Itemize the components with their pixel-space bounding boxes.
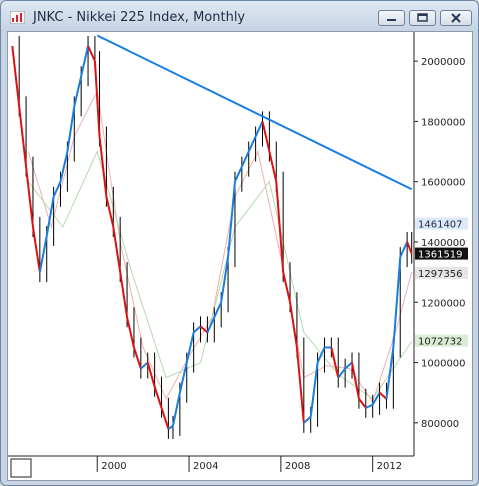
- price-tag-label: 1297356: [418, 269, 463, 280]
- price-segment: [112, 226, 122, 273]
- price-tag-box: [415, 334, 468, 347]
- price-tag-label: 1072732: [418, 337, 463, 348]
- minimize-button[interactable]: [378, 10, 405, 26]
- price-segment: [126, 317, 135, 348]
- price-segment: [392, 256, 402, 348]
- price-segment: [213, 301, 223, 318]
- price-segment: [73, 75, 83, 107]
- price-segment: [268, 151, 278, 182]
- price-segment: [240, 151, 250, 168]
- window-title: JNKC - Nikkei 225 Index, Monthly: [33, 10, 246, 25]
- x-tick-label: 2004: [193, 461, 218, 472]
- chart-area[interactable]: 800000 1000000 1200000 1400000 1600000 180000…: [7, 31, 473, 481]
- price-segment: [66, 106, 76, 152]
- close-icon: [451, 13, 461, 23]
- price-chart[interactable]: 800000 1000000 1200000 1400000 1600000 180000…: [8, 32, 472, 480]
- price-tag-box: [415, 217, 468, 230]
- trendline: [96, 34, 413, 191]
- y-tick-label: 1400000: [421, 238, 466, 249]
- price-segment: [289, 302, 298, 348]
- price-segment: [171, 392, 181, 427]
- price-segment: [316, 347, 326, 363]
- price-segment: [385, 347, 395, 399]
- price-segment: [45, 196, 55, 237]
- price-segment: [378, 391, 388, 400]
- chart-app-icon: [10, 11, 25, 24]
- price-segment: [351, 362, 360, 399]
- price-segment: [31, 226, 41, 273]
- price-segment: [199, 325, 209, 334]
- price-segment: [192, 325, 202, 334]
- price-segment: [59, 151, 69, 182]
- x-tick-label: 2008: [285, 461, 310, 472]
- price-segment: [105, 196, 115, 228]
- y-tick-label: 1200000: [421, 298, 466, 309]
- moving-average-line-1: [27, 89, 413, 403]
- price-segment: [80, 45, 90, 77]
- maximize-icon: [417, 13, 428, 22]
- price-segment: [261, 121, 271, 152]
- price-segment: [98, 136, 108, 197]
- price-segment: [220, 256, 230, 303]
- close-button[interactable]: [440, 10, 472, 26]
- price-segment: [282, 271, 292, 303]
- price-segment: [38, 235, 48, 273]
- x-tick-label: 2012: [377, 461, 402, 472]
- price-segment: [160, 407, 170, 430]
- y-tick-label: 1600000: [421, 178, 466, 189]
- price-segment: [133, 347, 142, 369]
- price-segment: [275, 181, 285, 273]
- price-segment: [330, 347, 340, 378]
- moving-average-line-2: [28, 150, 413, 400]
- price-tag-label: 1461407: [418, 219, 463, 230]
- price-segment: [93, 61, 101, 137]
- price-segment: [344, 361, 353, 370]
- maximize-button[interactable]: [409, 10, 436, 26]
- x-tick-label: 2000: [101, 461, 126, 472]
- price-segment: [227, 181, 236, 258]
- price-segment: [185, 332, 195, 363]
- y-tick-label: 2000000: [421, 57, 466, 68]
- price-segment: [11, 45, 21, 107]
- y-tick-label: 1800000: [421, 117, 466, 128]
- price-segment: [337, 367, 346, 379]
- price-tag-box: [415, 266, 468, 279]
- price-segment: [247, 136, 257, 152]
- price-tag-label: 1361519: [418, 250, 463, 261]
- price-segment: [18, 106, 28, 167]
- price-segment: [358, 398, 367, 409]
- price-segment: [119, 271, 129, 318]
- price-segment: [87, 45, 96, 62]
- price-segment: [295, 347, 305, 423]
- price-segment: [52, 181, 62, 198]
- price-segment: [371, 392, 381, 406]
- price-segment: [309, 362, 319, 417]
- price-segment: [146, 362, 156, 387]
- price-segment: [206, 316, 216, 333]
- corner-box: [10, 458, 32, 478]
- price-segment: [167, 425, 174, 430]
- price-segment: [406, 241, 413, 254]
- price-segment: [25, 166, 34, 228]
- y-tick-label: 800000: [421, 419, 459, 430]
- y-tick-label: 1000000: [421, 359, 466, 370]
- price-segment: [303, 416, 312, 424]
- price-segment: [178, 362, 188, 393]
- title-bar[interactable]: JNKC - Nikkei 225 Index, Monthly: [1, 1, 478, 33]
- price-segment: [365, 403, 374, 409]
- price-segment: [399, 241, 409, 258]
- minimize-icon: [387, 19, 396, 21]
- price-segment: [234, 166, 243, 183]
- price-tag-box: [415, 247, 468, 260]
- price-segment: [254, 120, 264, 137]
- price-segment: [153, 386, 163, 409]
- price-segment: [140, 361, 149, 370]
